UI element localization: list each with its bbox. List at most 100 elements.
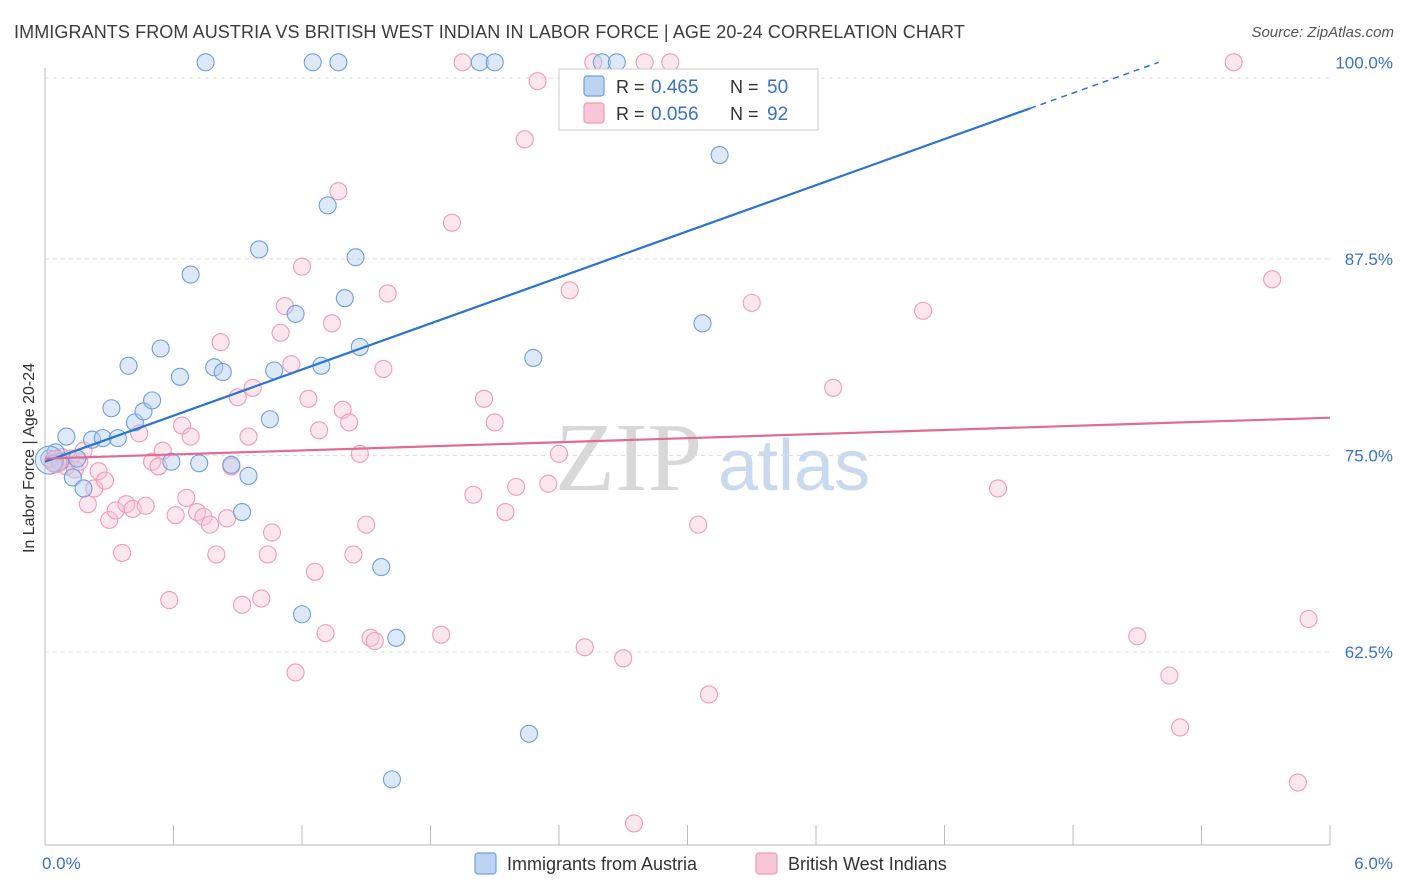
bwi-point-82 <box>824 378 843 397</box>
bwi-point-7 <box>78 495 97 514</box>
austria-point-22 <box>222 455 241 474</box>
x-tick-labels: 0.0% 6.0% <box>42 854 1393 873</box>
austria-point-38 <box>382 770 402 789</box>
bwi-point-64 <box>474 389 494 408</box>
austria-point-21 <box>213 363 232 382</box>
bwi-point-85 <box>1128 627 1147 646</box>
bottom-legend-swatch-bwi <box>755 852 778 875</box>
bwi-point-89 <box>1263 270 1282 289</box>
austria-point-43 <box>524 348 543 367</box>
bwi-point-78 <box>661 53 680 72</box>
bwi-point-10 <box>95 471 115 490</box>
bwi-point-48 <box>316 624 335 643</box>
austria-point-46 <box>693 314 712 333</box>
legend-r-label-1: R = <box>616 77 645 97</box>
austria-point-20 <box>205 358 224 377</box>
austria-point-37 <box>372 558 391 577</box>
austria-point-39 <box>387 628 406 647</box>
bwi-point-91 <box>1299 609 1318 629</box>
bwi-point-77 <box>635 53 654 72</box>
bwi-point-40 <box>271 323 290 342</box>
austria-point-40 <box>470 53 489 72</box>
austria-trend-extension <box>1029 61 1159 110</box>
stats-legend: R = 0.465 N = 50 R = 0.056 N = 92 <box>558 68 819 131</box>
legend-n-value-1: 50 <box>767 77 788 98</box>
bwi-point-45 <box>299 389 318 408</box>
austria-point-5 <box>74 479 93 498</box>
bwi-point-63 <box>464 485 483 504</box>
bwi-point-88 <box>1224 53 1243 72</box>
bwi-point-30 <box>211 333 230 352</box>
bwi-point-81 <box>742 293 761 312</box>
bwi-point-53 <box>344 545 363 564</box>
bwi-trend-line <box>44 416 1331 460</box>
y-axis-label: In Labor Force | Age 20-24 <box>21 363 38 553</box>
x-tick-label-max: 6.0% <box>1354 854 1393 873</box>
bwi-point-39 <box>262 523 282 542</box>
bwi-point-90 <box>1288 773 1307 792</box>
bwi-point-35 <box>239 427 258 446</box>
bwi-point-80 <box>699 685 718 704</box>
bwi-point-34 <box>232 595 252 614</box>
gridlines <box>45 77 1330 653</box>
y-tick-label-1: 75.0% <box>1345 446 1393 465</box>
austria-point-25 <box>250 240 269 259</box>
bwi-point-28 <box>200 515 219 534</box>
bwi-point-37 <box>252 589 271 608</box>
bwi-point-67 <box>507 477 526 496</box>
austria-point-30 <box>303 53 322 72</box>
legend-r-value-1: 0.465 <box>651 77 699 98</box>
austria-point-18 <box>190 454 209 473</box>
axes <box>44 68 1331 846</box>
bwi-point-25 <box>181 427 200 446</box>
bwi-point-55 <box>357 515 376 534</box>
bwi-point-59 <box>378 284 397 303</box>
austria-point-26 <box>260 410 279 429</box>
bwi-point-58 <box>374 359 393 378</box>
austria-point-19 <box>196 53 215 72</box>
chart-title: IMMIGRANTS FROM AUSTRIA VS BRITISH WEST … <box>14 22 965 42</box>
austria-point-3 <box>57 427 76 446</box>
bwi-point-65 <box>485 413 504 432</box>
legend-swatch-austria <box>583 75 605 97</box>
austria-point-23 <box>232 502 252 522</box>
bwi-point-70 <box>539 474 558 493</box>
austria-point-8 <box>102 399 121 418</box>
legend-r-value-2: 0.056 <box>651 104 699 125</box>
bwi-point-84 <box>988 479 1008 498</box>
austria-point-35 <box>346 248 365 267</box>
austria-point-24 <box>239 466 258 485</box>
bwi-point-21 <box>160 591 179 610</box>
bwi-point-72 <box>560 281 579 300</box>
austria-point-10 <box>119 356 138 375</box>
bwi-point-69 <box>528 72 547 91</box>
austria-point-32 <box>318 196 337 215</box>
series-legend: Immigrants from Austria British West Ind… <box>474 852 947 875</box>
y-tick-label-3: 100.0% <box>1335 53 1393 72</box>
bwi-point-86 <box>1160 666 1179 685</box>
austria-trend-line <box>44 107 1031 463</box>
austria-point-17 <box>181 265 200 284</box>
bottom-legend-label-bwi: British West Indians <box>788 854 947 874</box>
bwi-point-49 <box>322 314 342 333</box>
bwi-point-79 <box>689 515 708 534</box>
watermark-atlas: atlas <box>718 426 870 506</box>
bwi-point-76 <box>624 814 644 833</box>
austria-point-34 <box>335 289 354 308</box>
y-tick-label-2: 87.5% <box>1345 250 1393 269</box>
bwi-point-50 <box>329 182 348 201</box>
legend-n-label-1: N = <box>730 77 759 97</box>
bwi-point-52 <box>340 413 359 432</box>
austria-point-4 <box>63 468 82 487</box>
x-tick-label-min: 0.0% <box>42 854 81 873</box>
austria-point-41 <box>485 53 504 72</box>
bwi-point-57 <box>365 631 384 651</box>
bwi-point-11 <box>100 510 119 529</box>
legend-n-value-2: 92 <box>767 104 788 125</box>
bottom-legend-label-austria: Immigrants from Austria <box>507 854 698 874</box>
watermark-zip: ZIP <box>555 404 702 512</box>
bwi-point-61 <box>442 213 461 232</box>
source-label: Source: ZipAtlas.com <box>1251 24 1394 41</box>
y-tick-labels: 62.5% 75.0% 87.5% 100.0% <box>1335 53 1393 662</box>
